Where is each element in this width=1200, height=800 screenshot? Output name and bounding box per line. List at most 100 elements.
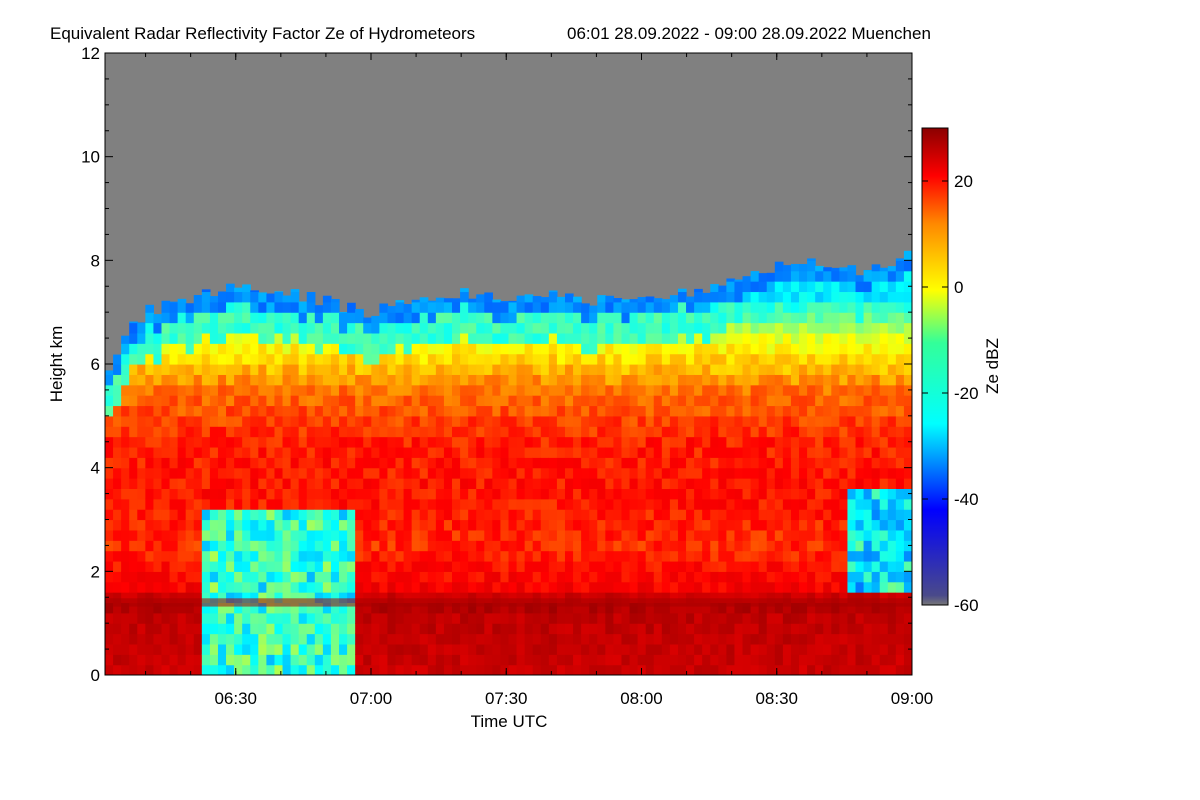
reflectivity-cell [790,633,800,645]
reflectivity-cell [524,633,534,645]
reflectivity-cell [387,560,397,572]
reflectivity-cell [613,322,623,334]
reflectivity-cell [516,405,526,417]
reflectivity-cell [339,612,348,624]
reflectivity-cell [242,312,251,324]
reflectivity-cell [347,633,356,645]
reflectivity-cell [137,664,146,675]
reflectivity-cell [548,405,558,417]
reflectivity-cell [185,612,195,624]
reflectivity-cell [468,571,477,583]
reflectivity-cell [274,353,284,365]
reflectivity-cell [686,592,695,604]
reflectivity-cell [774,592,784,604]
reflectivity-cell [129,395,138,407]
reflectivity-cell [653,488,663,500]
reflectivity-cell [742,353,752,365]
reflectivity-cell [201,623,211,635]
reflectivity-cell [298,415,308,427]
reflectivity-cell [177,602,187,614]
reflectivity-cell [694,560,703,572]
reflectivity-cell [226,415,235,427]
reflectivity-cell [799,436,808,448]
reflectivity-cell [750,405,760,417]
reflectivity-cell [339,654,348,666]
reflectivity-cell [645,301,655,313]
reflectivity-cell [403,509,413,521]
reflectivity-cell [847,353,857,365]
reflectivity-cell [411,529,421,541]
reflectivity-cell [548,343,558,355]
reflectivity-cell [726,374,736,386]
reflectivity-cell [815,540,824,552]
reflectivity-cell [581,415,590,427]
reflectivity-cell [564,467,574,479]
reflectivity-cell [629,550,639,562]
reflectivity-cell [443,488,453,500]
reflectivity-cell [185,602,195,614]
reflectivity-cell [452,550,461,562]
reflectivity-cell [226,498,235,510]
reflectivity-cell [532,436,542,448]
reflectivity-cell [492,343,502,355]
reflectivity-cell [831,633,840,645]
reflectivity-cell [411,654,421,666]
reflectivity-cell [758,353,768,365]
reflectivity-cell [339,322,348,334]
reflectivity-cell [500,592,510,604]
reflectivity-cell [669,301,679,313]
reflectivity-cell [500,301,510,313]
reflectivity-cell [564,405,574,417]
reflectivity-cell [403,602,413,614]
reflectivity-cell [226,332,235,344]
reflectivity-cell [242,612,251,624]
reflectivity-cell [452,353,461,365]
reflectivity-cell [839,281,849,293]
reflectivity-cell [564,312,574,324]
reflectivity-cell [290,633,300,645]
reflectivity-cell [250,384,259,396]
reflectivity-cell [234,457,243,469]
reflectivity-cell [460,478,469,489]
reflectivity-cell [726,488,736,500]
reflectivity-cell [774,405,784,417]
reflectivity-cell [435,467,445,479]
reflectivity-cell [250,550,259,562]
reflectivity-cell [258,643,267,655]
reflectivity-cell [831,374,840,386]
reflectivity-cell [694,612,703,624]
reflectivity-cell [710,509,719,521]
reflectivity-cell [605,301,615,313]
reflectivity-cell [621,457,631,469]
reflectivity-cell [201,384,211,396]
reflectivity-cell [532,312,542,324]
reflectivity-cell [153,343,163,355]
reflectivity-cell [161,592,171,604]
reflectivity-cell [121,560,130,572]
reflectivity-cell [201,426,211,438]
reflectivity-cell [137,571,146,583]
reflectivity-cell [702,612,711,624]
reflectivity-cell [129,415,138,427]
reflectivity-cell [573,643,582,655]
reflectivity-cell [540,612,550,624]
reflectivity-cell [476,498,485,510]
reflectivity-cell [613,664,623,675]
reflectivity-cell [322,415,332,427]
x-tick-label: 06:30 [214,689,257,708]
reflectivity-cell [460,312,469,324]
reflectivity-cell [790,664,800,675]
reflectivity-cell [621,560,631,572]
reflectivity-cell [653,664,663,675]
reflectivity-cell [234,395,243,407]
reflectivity-cell [597,322,606,334]
reflectivity-cell [177,301,187,313]
reflectivity-cell [403,436,413,448]
reflectivity-cell [831,478,840,489]
reflectivity-cell [371,384,380,396]
reflectivity-cell [476,467,485,479]
reflectivity-cell [427,623,437,635]
reflectivity-cell [766,529,776,541]
reflectivity-cell [823,312,832,324]
reflectivity-cell [524,519,534,531]
